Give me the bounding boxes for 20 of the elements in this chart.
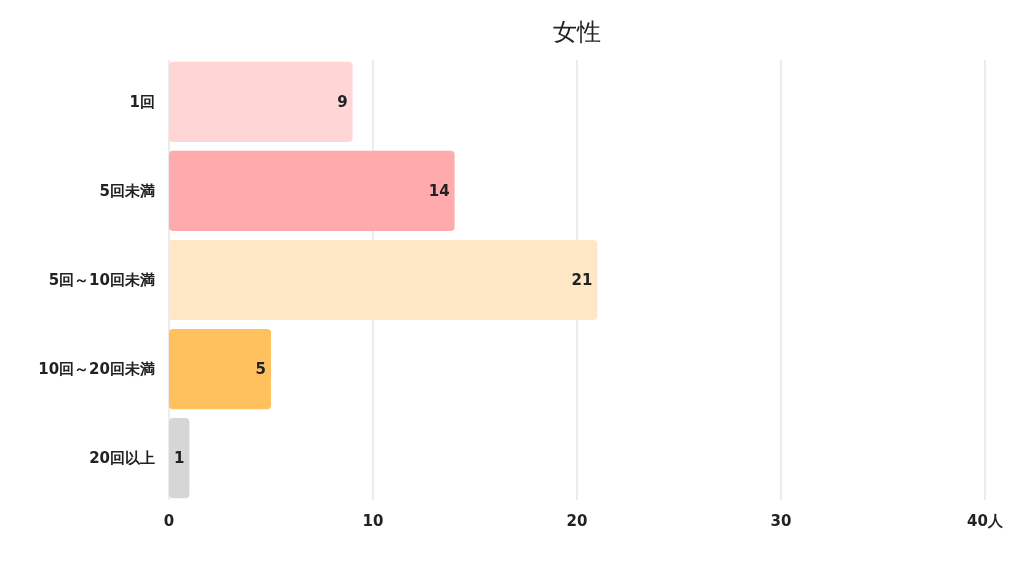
y-tick-label: 5回未満 (99, 182, 155, 201)
bar (169, 328, 271, 410)
x-tick-label: 0 (163, 512, 175, 531)
bar (169, 150, 455, 232)
data-label: 5 (255, 360, 266, 379)
bar (169, 239, 598, 321)
chart-title: 女性 (553, 18, 601, 47)
x-tick-label: 40人 (967, 512, 1004, 531)
bar (169, 61, 353, 142)
y-tick-label: 20回以上 (89, 449, 155, 468)
y-tick-label: 5回～10回未満 (48, 271, 155, 290)
x-tick-label: 10 (362, 512, 384, 531)
data-label: 1 (173, 449, 185, 468)
data-label: 21 (571, 271, 593, 290)
data-label: 14 (428, 182, 450, 201)
y-tick-label: 10回～20回未満 (38, 360, 155, 379)
y-tick-label: 1回 (129, 93, 155, 112)
x-tick-label: 20 (566, 512, 588, 531)
data-label: 9 (337, 93, 348, 112)
x-tick-label: 30 (770, 512, 792, 531)
